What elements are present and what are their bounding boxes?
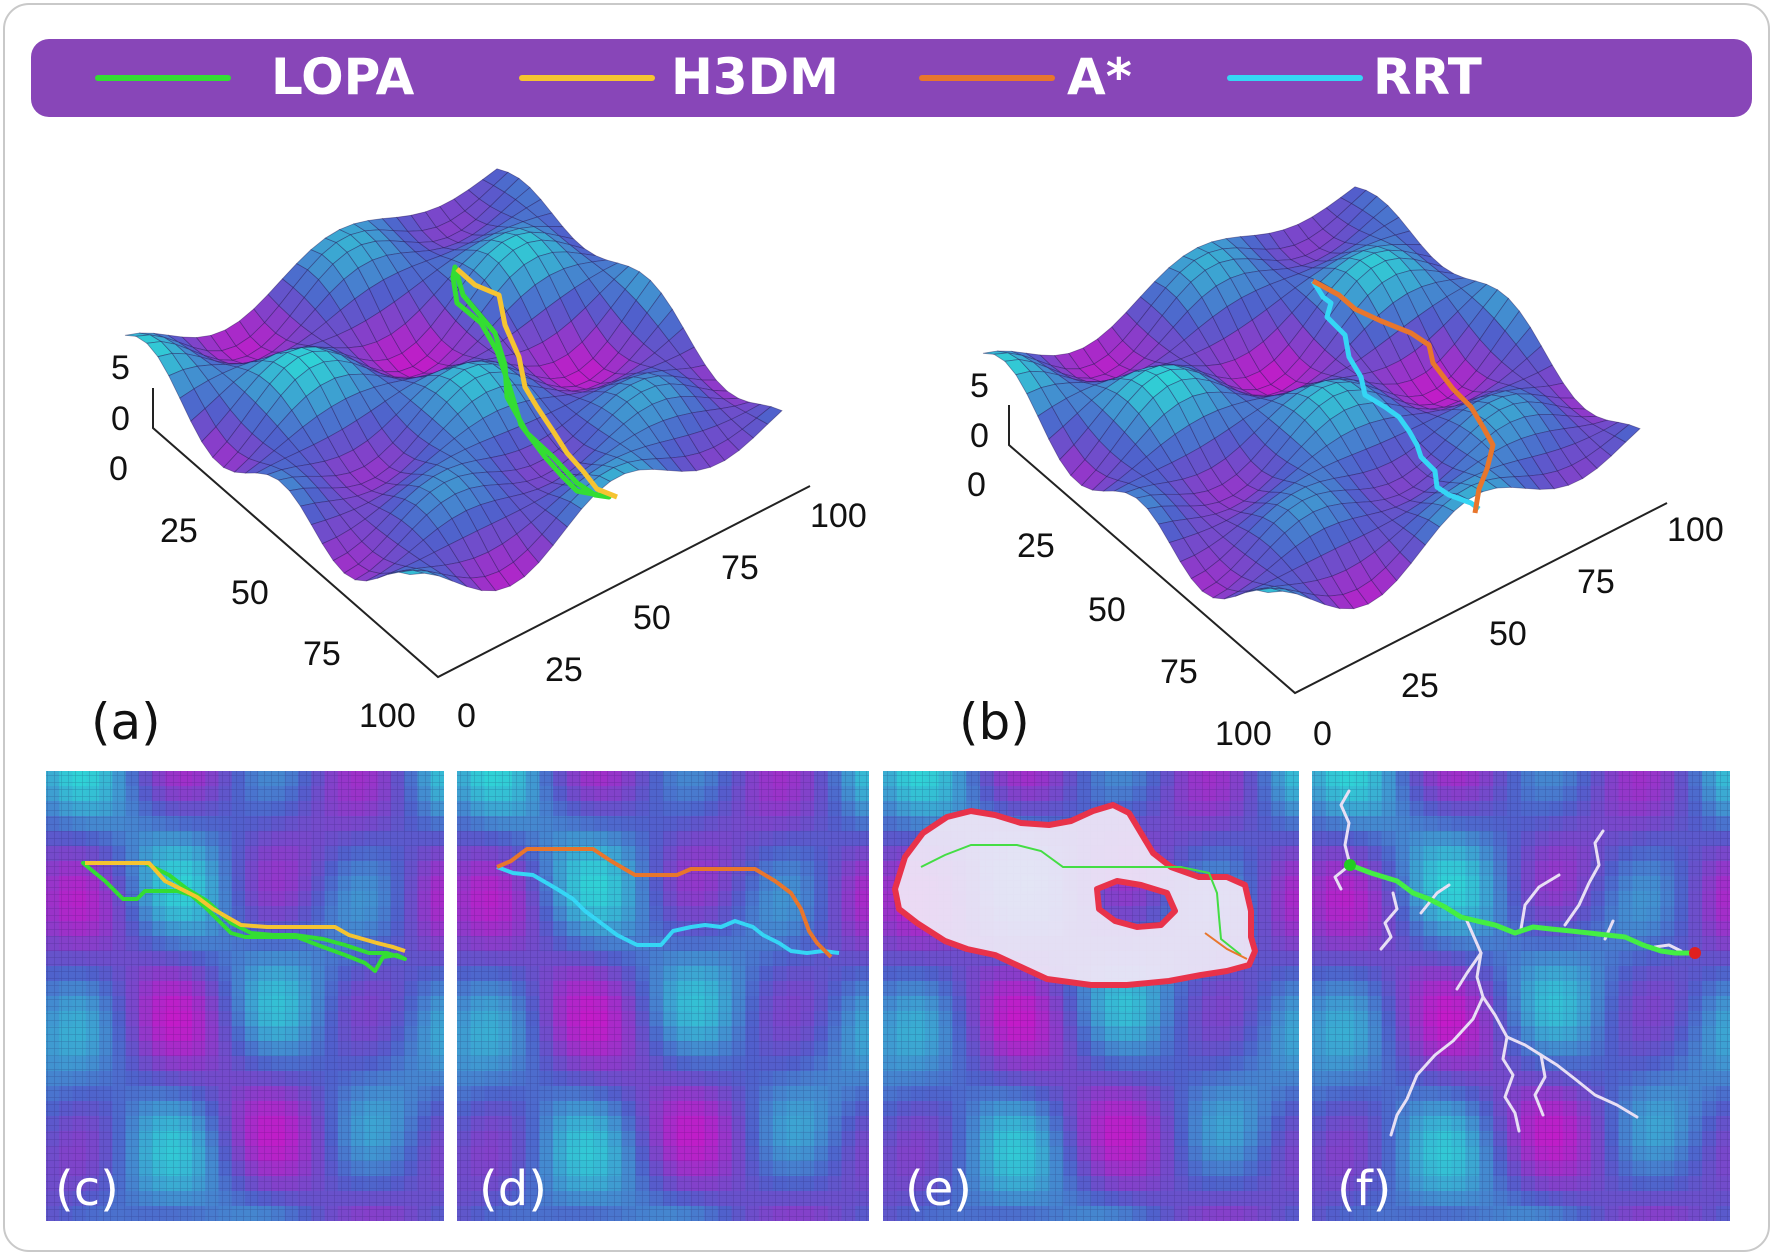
- panel-label-c: (c): [55, 1161, 119, 1217]
- left-tick-b-25: 25: [1017, 527, 1055, 565]
- path-lopa-3d: [450, 264, 612, 500]
- legend-label-lopa: LOPA: [271, 48, 415, 106]
- path-lopa-2d-e: [920, 844, 1242, 956]
- right-tick-b-100: 100: [1667, 511, 1724, 549]
- right-tick-b-0: 0: [1313, 715, 1332, 753]
- right-tick-a-75: 75: [721, 549, 759, 587]
- left-tick-b-100: 100: [1215, 715, 1272, 753]
- left-tick-b-75: 75: [1160, 653, 1198, 691]
- legend-label-rrt: RRT: [1373, 48, 1482, 106]
- left-tick-b-50: 50: [1088, 591, 1126, 629]
- panel-label-d: (d): [479, 1161, 547, 1217]
- map-panel-c: (c): [46, 771, 444, 1221]
- path-astar-2d: [496, 847, 833, 959]
- z-tick-a-5: 5: [111, 349, 130, 387]
- figure-frame: LOPA H3DM A* RRT: [3, 3, 1770, 1252]
- panel-label-e: (e): [905, 1161, 972, 1217]
- surface-plot-b: 5 0 0 25 50 75 100 0 25 50 75 100 (b): [959, 186, 1724, 753]
- z-tick-b-0: 0: [970, 417, 989, 455]
- legend-label-h3dm: H3DM: [671, 48, 839, 106]
- path-rrt-3d: [1310, 279, 1481, 511]
- path-astar-2d-e: [1204, 932, 1248, 960]
- surface-mesh-a: [124, 168, 783, 592]
- path-rrt-2d: [496, 865, 840, 955]
- z-tick-a-0: 0: [111, 400, 130, 438]
- path-h3dm-3d: [455, 267, 618, 500]
- legend-label-astar: A*: [1067, 48, 1132, 106]
- map-panel-e: (e): [883, 771, 1299, 1221]
- legend-line-astar: [919, 75, 1055, 81]
- explored-region-e: [892, 802, 1258, 988]
- path-h3dm-2d: [85, 861, 406, 953]
- left-tick-a-75: 75: [303, 635, 341, 673]
- map-panel-d: (d): [457, 771, 869, 1221]
- surface-facet: [1613, 424, 1641, 443]
- axes-b: 5 0 0 25 50 75 100 0 25 50 75 100: [967, 367, 1724, 753]
- right-tick-a-50: 50: [633, 599, 671, 637]
- left-tick-a-25: 25: [160, 512, 198, 550]
- left-tick-a-50: 50: [231, 574, 269, 612]
- legend-line-h3dm: [519, 75, 655, 81]
- map-panel-f: (f): [1312, 771, 1730, 1221]
- panel-label-a: (a): [91, 693, 161, 751]
- figure-canvas: 5 0 0 25 50 75 100 0 25 50 75 100 (a): [46, 168, 1730, 1221]
- right-tick-b-25: 25: [1401, 667, 1439, 705]
- right-tick-a-100: 100: [810, 497, 867, 535]
- legend-line-rrt: [1227, 75, 1363, 81]
- left-tick-a-0: 0: [109, 450, 128, 488]
- path-astar-3d: [1311, 278, 1496, 514]
- legend: LOPA H3DM A* RRT: [31, 39, 1752, 117]
- surface-plot-a: 5 0 0 25 50 75 100 0 25 50 75 100 (a): [91, 168, 867, 751]
- left-tick-b-0: 0: [967, 466, 986, 504]
- surface-facet: [755, 406, 783, 425]
- z-tick-b-5: 5: [970, 367, 989, 405]
- surface-mesh-b: [982, 186, 1641, 610]
- panel-label-b: (b): [959, 693, 1030, 751]
- axes-a: 5 0 0 25 50 75 100 0 25 50 75 100: [109, 349, 867, 735]
- left-tick-a-100: 100: [359, 697, 416, 735]
- right-tick-b-75: 75: [1577, 563, 1615, 601]
- legend-line-lopa: [95, 75, 231, 81]
- right-tick-b-50: 50: [1489, 615, 1527, 653]
- right-tick-a-25: 25: [545, 651, 583, 689]
- right-tick-a-0: 0: [457, 697, 476, 735]
